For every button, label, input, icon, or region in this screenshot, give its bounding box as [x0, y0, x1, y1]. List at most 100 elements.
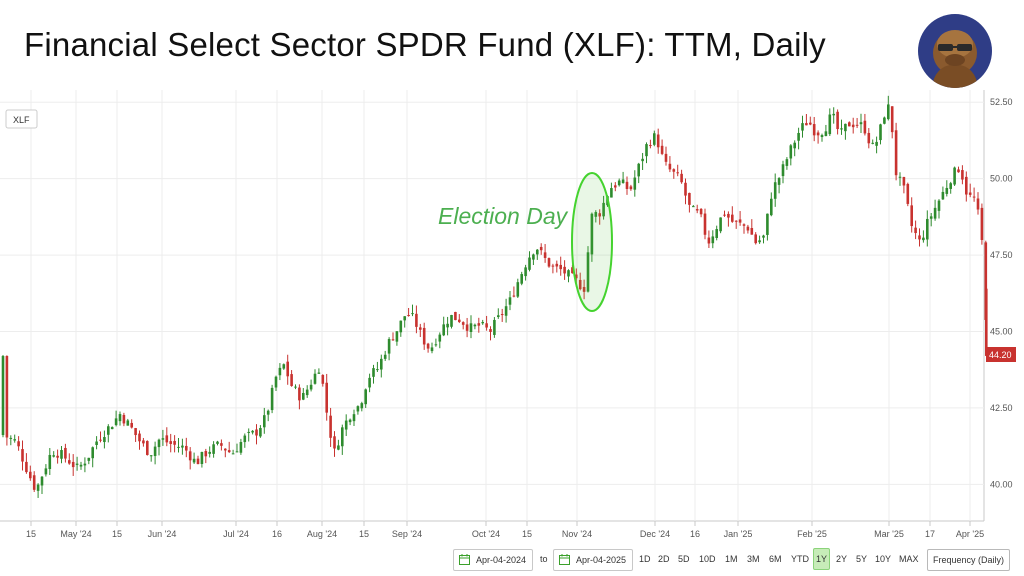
- candle-body: [672, 169, 676, 172]
- candle-body: [676, 172, 679, 174]
- candle-body: [71, 461, 75, 468]
- candle-body: [571, 267, 574, 274]
- range-button-2d[interactable]: 2D: [658, 554, 670, 564]
- election-day-highlight: [571, 172, 613, 312]
- candle-body: [239, 442, 243, 453]
- candle-body: [867, 132, 871, 144]
- x-tick-labels: 15 May '24 15 Jun '24 Jul '24 16 Aug '24 15 Sep …: [26, 529, 984, 539]
- candle-body: [820, 135, 824, 138]
- candle-body: [204, 451, 208, 457]
- candle-body: [489, 329, 492, 332]
- candle-body: [590, 213, 594, 255]
- x-tick-label: 16: [272, 529, 282, 539]
- candle-body: [894, 130, 898, 176]
- candle-body: [781, 164, 785, 177]
- candle-body: [731, 214, 734, 222]
- range-button-6m[interactable]: 6M: [769, 554, 782, 564]
- frequency-dropdown[interactable]: Frequency (Daily): [927, 549, 1011, 571]
- candle-body: [450, 315, 453, 327]
- to-label: to: [540, 554, 548, 564]
- range-button-5y[interactable]: 5Y: [856, 554, 868, 564]
- y-tick-label: 52.50: [990, 97, 1013, 107]
- candle-body: [430, 347, 434, 352]
- range-button-10y[interactable]: 10Y: [875, 554, 892, 564]
- candle-body: [48, 454, 52, 470]
- range-button-10d[interactable]: 10D: [699, 554, 716, 564]
- candle-body: [848, 122, 851, 127]
- range-button-ytd[interactable]: YTD: [791, 554, 809, 564]
- candle-body: [454, 311, 457, 321]
- candle-body: [403, 316, 406, 321]
- to-date-picker[interactable]: Apr-04-2025: [553, 549, 634, 571]
- candle-body: [879, 124, 882, 141]
- range-button-1m[interactable]: 1M: [725, 554, 738, 564]
- price-chart[interactable]: 15 May '24 15 Jun '24 Jul '24 16 Aug '24 15 Sep …: [0, 90, 1024, 542]
- symbol-legend[interactable]: XLF: [5, 109, 38, 129]
- x-tick-label: Nov '24: [562, 529, 592, 539]
- last-price-tag: 44.20: [986, 347, 1016, 362]
- horizontal-gridlines: [0, 101, 984, 485]
- page-title: Financial Select Sector SPDR Fund (XLF):…: [24, 26, 826, 63]
- range-button-3m[interactable]: 3M: [747, 554, 760, 564]
- range-button-1y[interactable]: 1Y: [813, 548, 831, 570]
- candle-body: [325, 382, 328, 413]
- x-tick-label: Aug '24: [307, 529, 337, 539]
- candle-body: [321, 375, 325, 384]
- candle-body: [122, 414, 126, 424]
- candle-body: [824, 131, 828, 137]
- candle-body: [110, 427, 114, 430]
- from-date-picker[interactable]: Apr-04-2024: [453, 549, 534, 571]
- range-button-2y[interactable]: 2Y: [836, 554, 848, 564]
- candle-body: [723, 214, 726, 216]
- candle-body: [629, 186, 633, 190]
- candle-body: [5, 355, 9, 438]
- candle-body: [653, 133, 656, 145]
- candle-body: [656, 134, 660, 148]
- last-price-value: 44.20: [989, 350, 1012, 360]
- candle-body: [610, 188, 613, 198]
- candle-body: [929, 216, 933, 219]
- candle-body: [715, 229, 718, 238]
- candle-body: [364, 389, 367, 405]
- candle-body: [298, 387, 301, 401]
- candle-body: [415, 313, 418, 327]
- candle-body: [146, 441, 149, 455]
- candle-body: [863, 120, 867, 134]
- candle-body: [914, 227, 917, 234]
- candle-body: [828, 114, 832, 135]
- candle-body: [836, 111, 839, 130]
- candle-body: [875, 141, 878, 146]
- range-button-max[interactable]: MAX: [899, 554, 919, 564]
- x-tick-label: 15: [112, 529, 122, 539]
- candle-body: [485, 323, 488, 328]
- x-tick-label: 15: [359, 529, 369, 539]
- candle-body: [134, 428, 137, 436]
- range-button-1d[interactable]: 1D: [639, 554, 651, 564]
- y-tick-label: 42.50: [990, 403, 1013, 413]
- candle-body: [376, 369, 379, 371]
- candle-body: [555, 263, 559, 267]
- x-tick-label: Jun '24: [148, 529, 177, 539]
- candle-body: [282, 364, 286, 369]
- candle-body: [855, 124, 859, 126]
- candle-body: [21, 449, 24, 462]
- candle-body: [52, 455, 55, 457]
- candle-body: [699, 208, 703, 215]
- candle-body: [497, 315, 500, 317]
- candle-body: [329, 415, 332, 438]
- range-button-5d[interactable]: 5D: [678, 554, 690, 564]
- candle-body: [442, 324, 445, 336]
- candle-body: [216, 441, 219, 444]
- election-day-label: Election Day: [438, 203, 569, 229]
- candle-body: [173, 440, 176, 445]
- candle-body: [118, 414, 122, 422]
- candle-body: [746, 226, 750, 231]
- candle-body: [965, 176, 968, 195]
- candle-body: [738, 219, 742, 223]
- candle-body: [766, 213, 769, 235]
- candle-body: [695, 209, 699, 211]
- candle-body: [473, 324, 477, 327]
- candle-body: [816, 132, 820, 136]
- candle-body: [83, 463, 87, 466]
- candle-body: [539, 246, 543, 251]
